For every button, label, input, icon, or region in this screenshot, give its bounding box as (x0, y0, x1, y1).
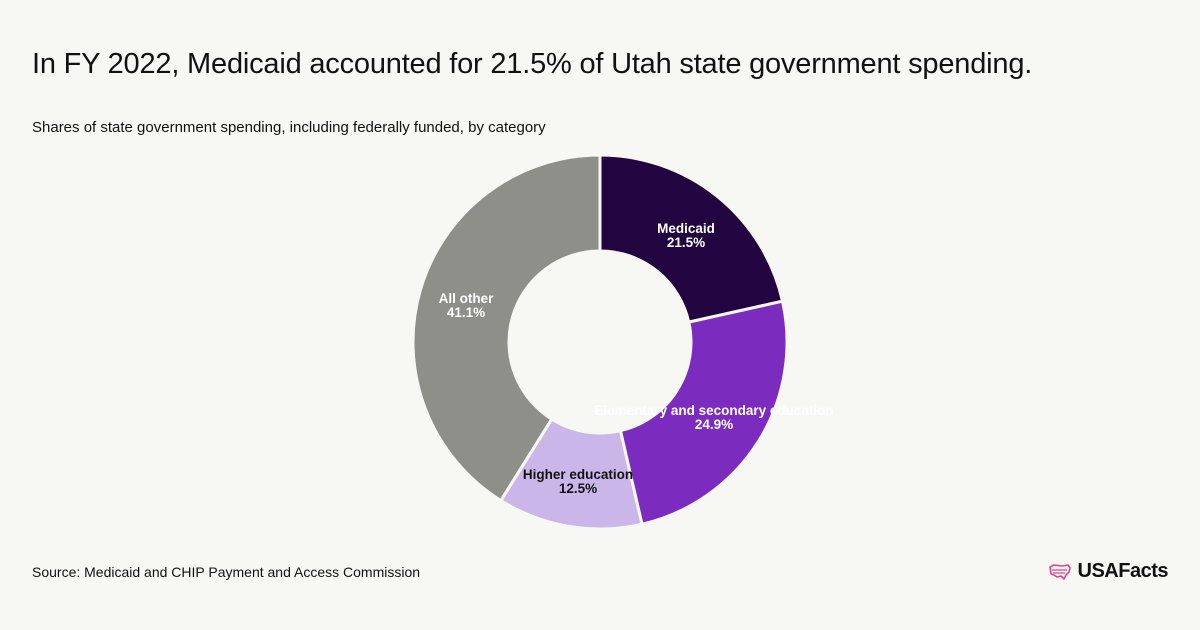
slice-label-higher-education: Higher education (523, 467, 633, 482)
source-note: Source: Medicaid and CHIP Payment and Ac… (32, 564, 421, 580)
chart-title: In FY 2022, Medicaid accounted for 21.5%… (32, 48, 1033, 80)
us-map-icon (1048, 563, 1071, 580)
slice-label-medicaid: Medicaid (657, 221, 715, 236)
donut-slice-all-other (411, 153, 602, 503)
brand-name: USAFacts (1077, 560, 1169, 582)
slice-value-medicaid: 21.5% (667, 235, 705, 250)
donut-slice-medicaid (598, 153, 785, 324)
brand-logo: USAFacts (1048, 560, 1169, 583)
slice-value-all-other: 41.1% (447, 305, 485, 320)
slice-value-higher-education: 12.5% (559, 481, 597, 496)
slice-value-elementary-and-secondary-education: 24.9% (695, 417, 733, 432)
slice-label-elementary-and-secondary-education: Elementary and secondary education (594, 403, 833, 418)
chart-subtitle: Shares of state government spending, inc… (32, 119, 546, 136)
donut-slice-elementary-and-secondary-education (618, 299, 789, 527)
slice-label-all-other: All other (439, 291, 494, 306)
